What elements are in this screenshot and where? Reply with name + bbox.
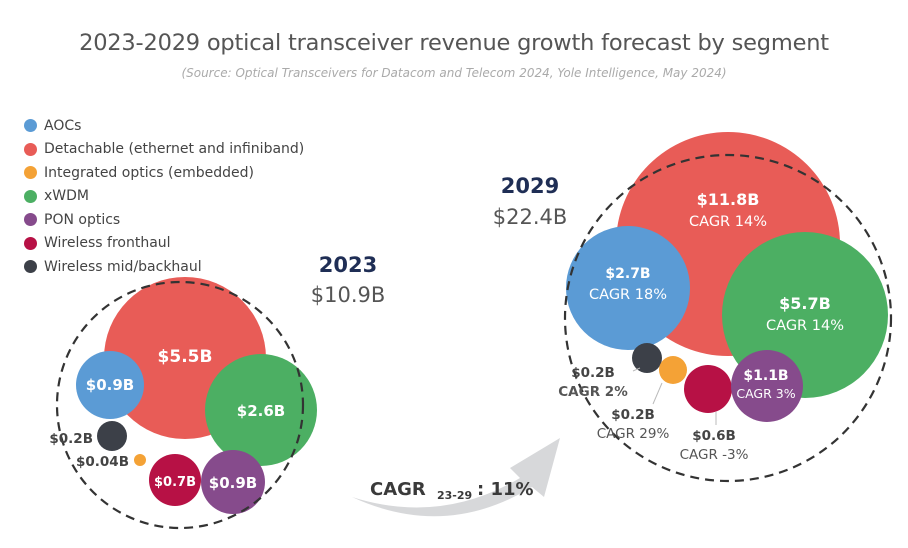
legend-swatch — [24, 119, 37, 133]
bubble — [97, 421, 127, 451]
value-label: $2.6B — [237, 402, 285, 420]
value-label: $2.7B — [605, 266, 650, 282]
cagr-label: CAGR 3% — [736, 386, 795, 401]
value-label: $5.7B — [779, 294, 831, 313]
legend-item: xWDM — [24, 185, 304, 209]
cagr-label: CAGR 14% — [766, 318, 844, 334]
total-outline — [55, 280, 305, 530]
value-label: $0.2B — [49, 431, 93, 447]
cagr-label: CAGR 2% — [558, 384, 628, 400]
total-label: $22.4B — [493, 205, 568, 229]
legend-label: Integrated optics (embedded) — [44, 164, 254, 181]
bubble — [659, 356, 687, 384]
value-label: $0.2B — [571, 365, 615, 381]
value-label: $1.1B — [743, 368, 788, 384]
legend: AOCs Detachable (ethernet and infiniband)… — [24, 114, 304, 279]
group-2023: 2023 $10.9B $5.5B $0.9B $2.6B $0.2B $0.04B $0.7… — [49, 253, 386, 530]
arrow-shape — [352, 438, 560, 517]
legend-label: AOCs — [44, 117, 82, 134]
overall-cagr-label: CAGR — [370, 479, 426, 500]
year-label: 2029 — [501, 174, 559, 198]
legend-label: xWDM — [44, 188, 89, 205]
legend-swatch — [24, 213, 37, 227]
bubble — [731, 350, 803, 422]
legend-item: AOCs — [24, 114, 304, 138]
legend-swatch — [24, 142, 37, 156]
bubble — [632, 343, 662, 373]
legend-label: PON optics — [44, 211, 121, 228]
value-label: $5.5B — [158, 347, 213, 367]
overall-cagr-value: : 11% — [477, 479, 534, 500]
bubble — [134, 454, 146, 466]
chart-subtitle: (Source: Optical Transceivers for Dataco… — [181, 66, 727, 80]
group-2029: 2029 $22.4B $11.8B CAGR 14% $2.7B CAGR 18% $5.… — [493, 132, 893, 483]
total-label: $10.9B — [311, 283, 386, 307]
bubble — [149, 454, 201, 506]
bubble — [566, 226, 690, 350]
legend-swatch — [24, 236, 37, 250]
bubble — [76, 351, 144, 419]
bubble — [684, 365, 732, 413]
overall-cagr-period: 23-29 — [437, 489, 472, 502]
legend-swatch — [24, 260, 37, 274]
year-label: 2023 — [319, 253, 377, 277]
cagr-label: CAGR 29% — [597, 426, 670, 442]
leader-line — [652, 382, 663, 405]
legend-item: Wireless fronthaul — [24, 232, 304, 256]
bubble — [205, 354, 317, 466]
legend-label: Detachable (ethernet and infiniband) — [44, 141, 305, 158]
cagr-label: CAGR 14% — [689, 214, 767, 230]
total-outline — [563, 153, 893, 483]
value-label: $0.6B — [692, 428, 736, 444]
value-label: $0.9B — [209, 474, 257, 492]
legend-label: Wireless mid/backhaul — [44, 258, 202, 275]
legend-item: Integrated optics (embedded) — [24, 161, 304, 185]
chart-title: 2023-2029 optical transceiver revenue gr… — [79, 30, 829, 56]
legend-item: PON optics — [24, 208, 304, 232]
value-label: $0.2B — [611, 407, 655, 423]
growth-arrow: CAGR 23-29 : 11% — [352, 438, 560, 517]
value-label: $0.7B — [154, 475, 196, 490]
value-label: $0.9B — [86, 376, 134, 394]
legend-label: Wireless fronthaul — [44, 235, 171, 252]
legend-swatch — [24, 189, 37, 203]
cagr-label: CAGR -3% — [680, 447, 749, 463]
leader-line — [632, 367, 641, 372]
legend-item: Detachable (ethernet and infiniband) — [24, 138, 304, 162]
value-label: $11.8B — [697, 190, 760, 209]
bubble — [201, 450, 265, 514]
legend-swatch — [24, 166, 37, 180]
cagr-label: CAGR 18% — [589, 287, 667, 303]
value-label: $0.04B — [76, 454, 129, 470]
legend-item: Wireless mid/backhaul — [24, 255, 304, 279]
